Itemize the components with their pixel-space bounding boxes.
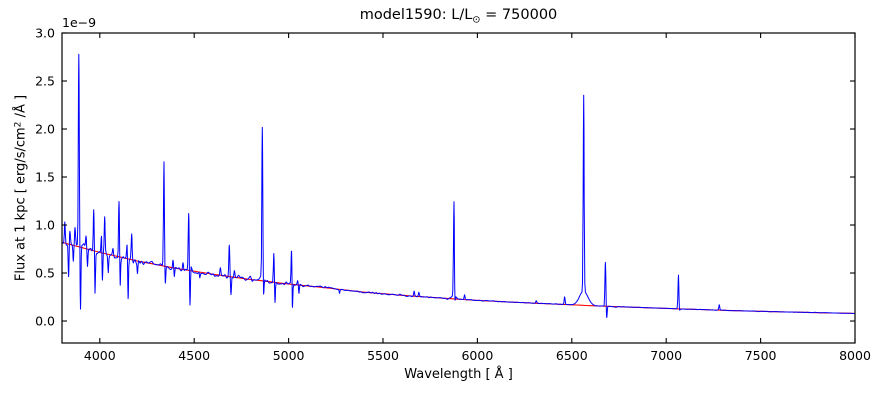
x-tick-label: 7500 bbox=[745, 348, 777, 363]
x-tick-label: 5000 bbox=[273, 348, 305, 363]
y-axis-label: Flux at 1 kpc [ erg/s/cm2 /Å ] bbox=[13, 95, 28, 281]
x-tick-label: 4500 bbox=[178, 348, 210, 363]
observed-spectrum-line bbox=[61, 53, 855, 318]
plot-title-text: model1590: L/L bbox=[359, 7, 473, 23]
solar-symbol-icon: ⊙ bbox=[472, 14, 481, 26]
plot-border bbox=[61, 32, 856, 344]
plot-title-value: = 750000 bbox=[480, 7, 558, 23]
y-tick-label: 3.0 bbox=[35, 26, 55, 41]
plot-title: model1590: L/L⊙ = 750000 bbox=[62, 7, 855, 25]
x-tick-label: 6500 bbox=[556, 348, 588, 363]
x-tick-label: 8000 bbox=[839, 348, 871, 363]
y-tick-label: 2.0 bbox=[35, 122, 55, 137]
model-continuum-line bbox=[61, 241, 856, 314]
y-axis-label-exponent: 2 bbox=[13, 121, 24, 128]
y-axis-label-text: Flux at 1 kpc [ erg/s/cm bbox=[13, 127, 29, 282]
y-tick-label: 2.5 bbox=[35, 74, 55, 89]
y-axis-label-units: /Å ] bbox=[13, 94, 29, 122]
x-axis-label: Wavelength [ Å ] bbox=[404, 367, 513, 382]
y-tick-label: 1.5 bbox=[35, 170, 55, 185]
x-tick-label: 7000 bbox=[650, 348, 682, 363]
x-tick-label: 5500 bbox=[367, 348, 399, 363]
y-tick-label: 0.5 bbox=[35, 266, 55, 281]
x-tick-label: 4000 bbox=[84, 348, 116, 363]
x-tick-label: 6000 bbox=[461, 348, 493, 363]
y-tick-label: 1.0 bbox=[35, 218, 55, 233]
y-tick-label: 0.0 bbox=[35, 314, 55, 329]
y-axis-offset-label: 1e−9 bbox=[62, 15, 97, 30]
